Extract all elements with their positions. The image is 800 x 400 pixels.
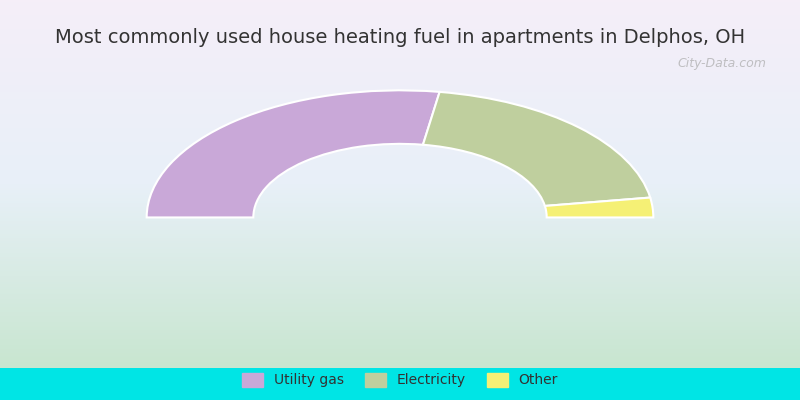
Legend: Utility gas, Electricity, Other: Utility gas, Electricity, Other	[237, 367, 563, 393]
Text: Most commonly used house heating fuel in apartments in Delphos, OH: Most commonly used house heating fuel in…	[55, 28, 745, 47]
Wedge shape	[146, 90, 440, 218]
Wedge shape	[545, 198, 654, 218]
Text: City-Data.com: City-Data.com	[678, 57, 766, 70]
Wedge shape	[423, 92, 650, 206]
